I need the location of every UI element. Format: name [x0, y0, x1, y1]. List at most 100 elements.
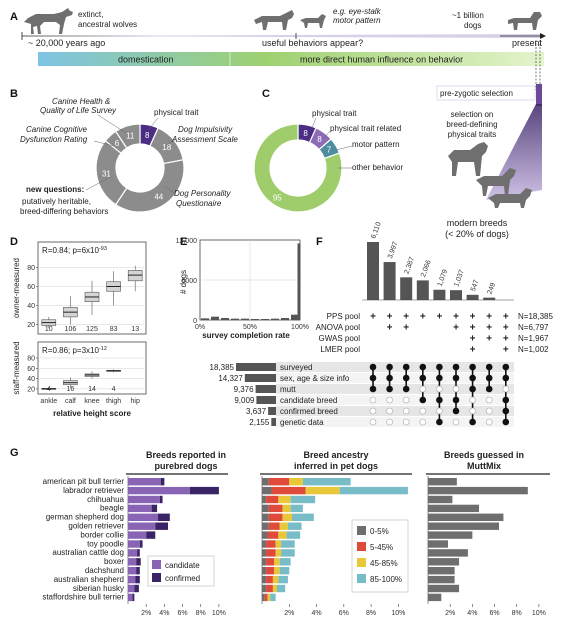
timeline-arrowhead — [540, 33, 546, 39]
g-legend-2-swatch — [357, 526, 366, 535]
g-bar-segment — [277, 584, 286, 593]
example-label-2: motor pattern — [333, 16, 381, 25]
f-bar-label: 249 — [487, 282, 498, 295]
behaviors-label: useful behaviors appear? — [262, 38, 363, 48]
g-bar-segment — [292, 513, 314, 521]
f-bar-label: 3,997 — [387, 241, 400, 260]
g-bar-segment — [282, 513, 292, 521]
g-bar-segment — [281, 549, 295, 557]
label-c-3: other behavior — [352, 163, 403, 172]
f-pool-count: N=1,002 — [518, 345, 549, 354]
g-bar-segment — [128, 495, 160, 504]
f-plus-icon: + — [503, 323, 509, 334]
g-bar-segment — [132, 593, 135, 602]
g-legend-2-swatch — [357, 558, 366, 567]
staff-ylabel: staff-measured — [12, 341, 21, 394]
f-plus-icon: + — [503, 345, 509, 356]
f-dot-filled — [386, 374, 393, 382]
e-ytick-label: 0 — [193, 318, 197, 325]
b-slice — [114, 159, 185, 213]
g-bar — [428, 540, 448, 548]
g-breed-label: border collie — [80, 530, 124, 539]
d-count-label: 16 — [67, 386, 75, 393]
f-dot-empty — [402, 407, 410, 415]
f-dot-empty — [436, 385, 443, 393]
f-plus-icon: + — [420, 312, 426, 323]
f-set-label: mutt — [280, 385, 296, 394]
f-bar — [367, 242, 379, 300]
label-new-questions: new questions: — [26, 185, 84, 194]
g-xtick-label: 10% — [391, 610, 405, 617]
g-bar-segment — [262, 540, 267, 548]
panel-e: E 0 6000 12,000 0% 50% 100% # dogs survey com… — [176, 236, 309, 340]
panel-d-letter: D — [10, 236, 18, 248]
e-bar — [211, 316, 219, 320]
g-breed-label: labrador retriever — [63, 486, 124, 495]
g-breed-label: australian cattle dog — [52, 548, 124, 557]
g-xtick-label: 8% — [512, 610, 522, 617]
g-bar-segment — [267, 593, 271, 602]
g-bar-segment — [266, 575, 273, 584]
g-bar — [428, 513, 504, 521]
g3-title-2: MuttMix — [467, 461, 501, 471]
f-bar-label: 6,110 — [370, 221, 382, 239]
selection-label-1: selection on — [451, 110, 494, 119]
d-count-label: 83 — [110, 326, 118, 333]
g-legend-1-swatch — [152, 573, 161, 582]
g-legend-2-label: 45-85% — [370, 559, 398, 568]
g-bar-segment — [158, 513, 170, 521]
g-bar-segment — [267, 531, 279, 539]
g-bar-segment — [279, 522, 288, 530]
g-bar-segment — [128, 558, 137, 566]
g-bar-segment — [339, 486, 408, 495]
f-set-row — [276, 417, 514, 427]
f-dot-filled — [502, 396, 510, 404]
g-bar-segment — [305, 486, 340, 495]
plot-e: 0 6000 12,000 0% 50% 100% — [176, 238, 309, 331]
g-xtick-label: 6% — [339, 610, 349, 617]
g-bar — [428, 504, 480, 513]
g-legend-2-label: 5-45% — [370, 543, 393, 552]
g-bar-segment — [159, 495, 163, 504]
d-count-label: 14 — [88, 386, 96, 393]
g-bar-segment — [134, 584, 139, 593]
f-dot-empty — [469, 407, 476, 415]
f-bar — [433, 289, 446, 300]
g-bar-segment — [272, 584, 277, 593]
f-plus-icon: + — [387, 323, 393, 334]
f-bar — [450, 290, 462, 300]
f-plus-icon: + — [453, 323, 459, 334]
f-dot-filled — [485, 374, 493, 382]
f-dot-filled — [502, 374, 510, 382]
e-bar — [201, 318, 209, 320]
g-bar — [428, 549, 468, 557]
d-xtick-label: calf — [65, 398, 76, 405]
c-slice-label: 8 — [317, 135, 322, 144]
panel-b: B 8 18 44 31 6 11 Canine Health & Quality of … — [10, 88, 238, 216]
f-dot-empty — [402, 396, 410, 404]
g-bar-segment — [262, 513, 269, 521]
f-set-label: candidate breed — [280, 396, 337, 405]
g-bar-segment — [128, 504, 152, 513]
f-dot-empty — [419, 385, 427, 393]
g-legend-2-label: 85-100% — [370, 575, 402, 584]
f-set-count: 3,637 — [246, 407, 267, 416]
e-ytick-label: 12,000 — [176, 238, 198, 245]
f-dot-filled — [436, 396, 443, 404]
e-xtick-label: 100% — [291, 324, 309, 331]
breed-dogs-icon — [448, 142, 532, 208]
g1-title-1: Breeds reported in — [146, 450, 226, 460]
f-plus-icon: + — [486, 312, 492, 323]
g-bar — [428, 522, 499, 530]
d-ytick-label: 20 — [27, 386, 35, 393]
panel-g: G Breeds reported in purebred dogs Breed… — [10, 447, 550, 617]
domestication-bar — [38, 52, 544, 66]
g-bar — [428, 584, 460, 593]
g-bar-segment — [262, 478, 269, 486]
f-dot-filled — [386, 385, 393, 393]
f-bar — [416, 280, 429, 300]
g-bar-segment — [281, 540, 295, 548]
f-plus-icon: + — [453, 312, 459, 323]
g-bar — [428, 593, 442, 602]
g-bar-segment — [271, 486, 306, 495]
